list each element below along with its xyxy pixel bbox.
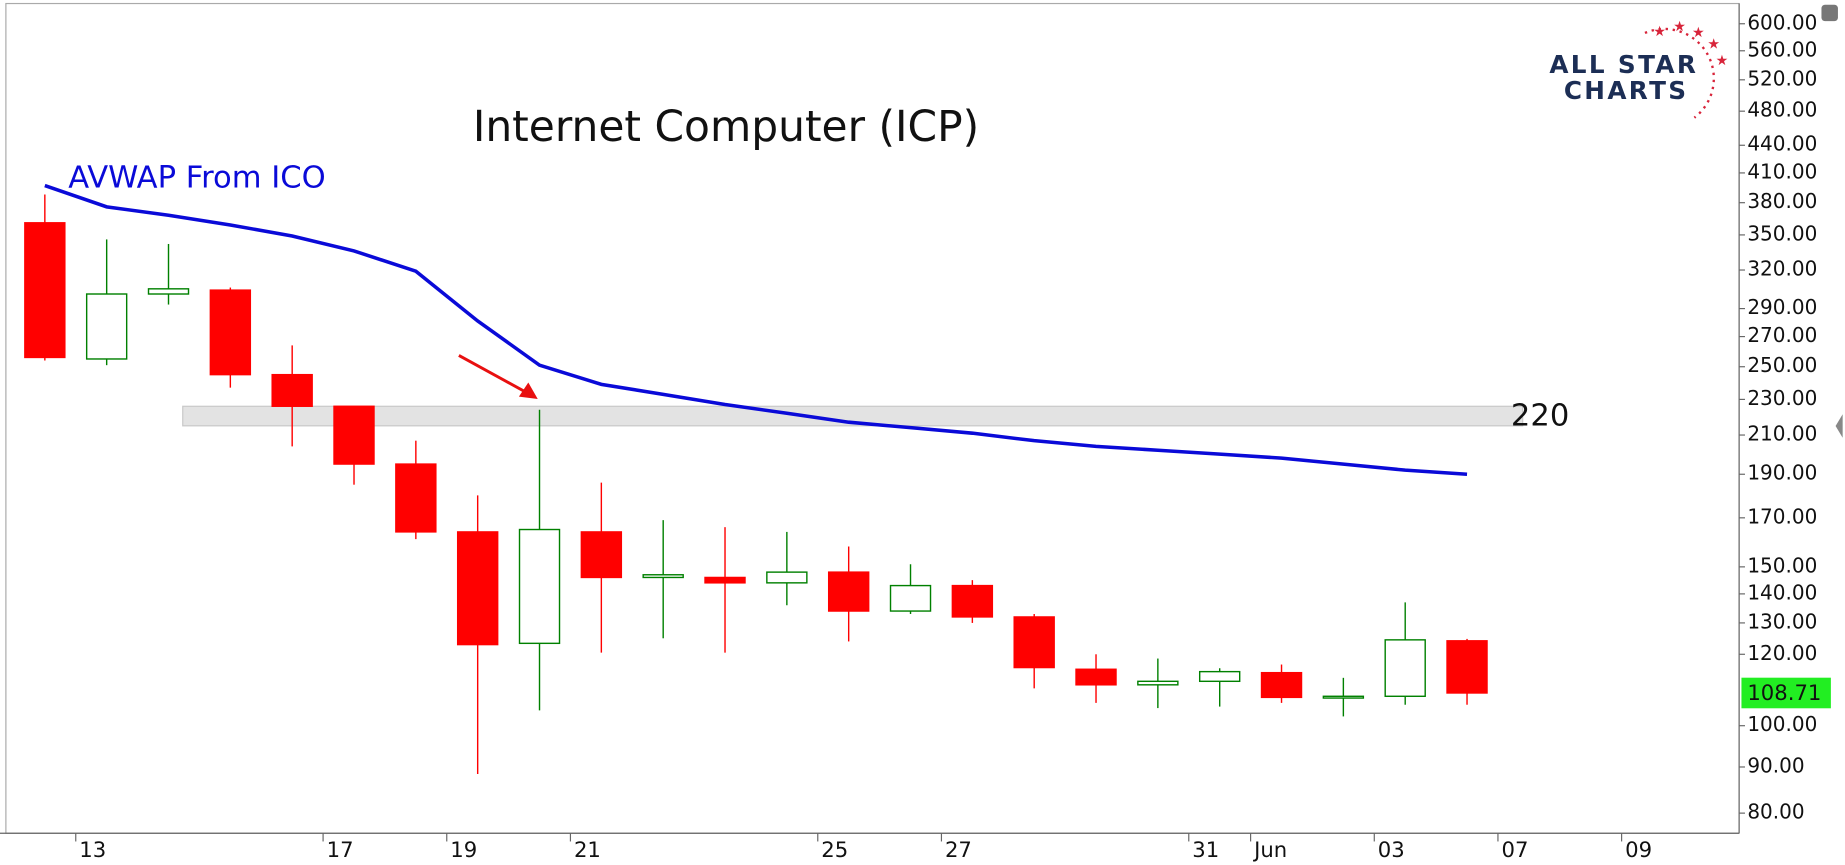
x-tick-label: 21 bbox=[574, 837, 601, 862]
annotation-arrow bbox=[458, 354, 533, 397]
candle-body bbox=[1384, 639, 1426, 697]
x-tick-label: 07 bbox=[1501, 837, 1528, 862]
y-tick-label: 520.00 bbox=[1747, 66, 1817, 90]
y-tick-label: 150.00 bbox=[1747, 553, 1817, 577]
y-tick-label: 350.00 bbox=[1747, 221, 1817, 245]
logo-star: ★ bbox=[1716, 53, 1729, 69]
x-tick-label: 31 bbox=[1192, 837, 1219, 862]
overlay-label: AVWAP From ICO bbox=[68, 160, 325, 195]
candle-body bbox=[766, 571, 808, 584]
logo-star: ★ bbox=[1653, 24, 1666, 40]
y-tick-label: 560.00 bbox=[1747, 37, 1817, 61]
logo-star: ★ bbox=[1707, 37, 1720, 53]
y-tick-label: 230.00 bbox=[1747, 386, 1817, 410]
candle-body bbox=[951, 584, 994, 618]
y-tick-label: 120.00 bbox=[1747, 641, 1817, 665]
y-tick-label: 600.00 bbox=[1747, 10, 1817, 34]
candle-body bbox=[395, 463, 437, 533]
candle-body bbox=[642, 574, 684, 579]
lock-icon[interactable] bbox=[1821, 4, 1838, 22]
y-tick-label: 190.00 bbox=[1747, 461, 1817, 485]
candle-body bbox=[1013, 616, 1055, 669]
last-price-label: 108.71 bbox=[1747, 680, 1821, 705]
logo-star: ★ bbox=[1692, 25, 1705, 41]
logo-star: ★ bbox=[1673, 19, 1686, 35]
logo: ALL STAR CHARTS ★ ★ ★ ★ ★ bbox=[1549, 19, 1729, 119]
candle-body bbox=[1198, 670, 1241, 683]
y-tick-label: 130.00 bbox=[1747, 609, 1817, 633]
y-tick-label: 380.00 bbox=[1747, 189, 1817, 213]
y-tick-label: 290.00 bbox=[1747, 295, 1817, 319]
y-tick-label: 90.00 bbox=[1747, 753, 1804, 777]
candle-body bbox=[1446, 640, 1488, 694]
logo-text: ALL STAR bbox=[1549, 50, 1698, 79]
marks bbox=[24, 183, 1524, 775]
x-tick-label: 25 bbox=[821, 837, 848, 862]
y-tick-label: 410.00 bbox=[1747, 159, 1817, 183]
y-tick-label: 80.00 bbox=[1747, 800, 1804, 824]
candle-body bbox=[1075, 668, 1117, 686]
last-price-tag bbox=[1741, 677, 1831, 709]
candle-body bbox=[580, 531, 623, 579]
avwap-line bbox=[44, 183, 1468, 477]
y-tick-label: 170.00 bbox=[1747, 504, 1817, 528]
x-tick-label: Jun bbox=[1252, 837, 1287, 862]
y-tick-label: 320.00 bbox=[1747, 257, 1817, 281]
x-tick-label: 19 bbox=[450, 837, 477, 862]
zone-label: 220 bbox=[1511, 398, 1569, 433]
y-tick-label: 210.00 bbox=[1747, 422, 1817, 446]
candle-body bbox=[1137, 680, 1179, 686]
candle-body bbox=[889, 584, 932, 612]
y-tick-label: 270.00 bbox=[1747, 323, 1817, 347]
panel-toggle[interactable] bbox=[1835, 414, 1843, 438]
candle-body bbox=[1260, 671, 1303, 699]
candle-body bbox=[827, 571, 870, 612]
x-tick-label: 09 bbox=[1625, 837, 1652, 862]
candle-body bbox=[24, 222, 66, 359]
chart-title: Internet Computer (ICP) bbox=[473, 102, 979, 151]
candle-body bbox=[1322, 695, 1365, 699]
candle-body bbox=[456, 531, 499, 646]
candle-body bbox=[518, 528, 561, 645]
x-tick-label: 13 bbox=[79, 837, 106, 862]
x-tick-label: 17 bbox=[327, 837, 354, 862]
arrow-head bbox=[518, 382, 538, 399]
candle-body bbox=[704, 576, 746, 584]
x-tick-label: 03 bbox=[1378, 837, 1405, 862]
candle-body bbox=[147, 288, 190, 295]
x-tick-label: 27 bbox=[945, 837, 972, 862]
y-tick-label: 440.00 bbox=[1747, 132, 1817, 156]
candle-body bbox=[209, 289, 252, 376]
zone bbox=[182, 405, 1524, 427]
y-tick-label: 250.00 bbox=[1747, 353, 1817, 377]
y-tick-label: 140.00 bbox=[1747, 580, 1817, 604]
logo-arc bbox=[1644, 27, 1715, 119]
candle-body bbox=[333, 405, 375, 465]
candle-body bbox=[85, 293, 128, 360]
logo-text: CHARTS bbox=[1564, 76, 1689, 105]
y-tick-label: 480.00 bbox=[1747, 98, 1817, 122]
y-tick-label: 100.00 bbox=[1747, 712, 1817, 736]
candle-body bbox=[271, 373, 313, 407]
